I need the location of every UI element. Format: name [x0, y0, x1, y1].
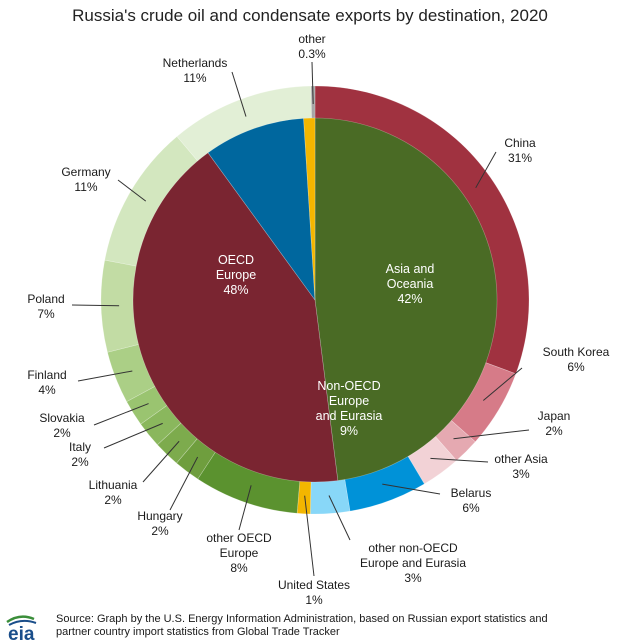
outer-label-belarus-line-2: 6%	[462, 501, 480, 515]
outer-label-south-korea-line-1: South Korea	[543, 345, 610, 359]
outer-label-lithuania-line-2: 2%	[104, 493, 122, 507]
outer-label-china-line-2: 31%	[508, 151, 532, 165]
leader-south-korea	[482, 367, 523, 401]
outer-label-other-asia-line-2: 3%	[512, 467, 530, 481]
leader-poland	[71, 304, 120, 307]
outer-label-south-korea-line-2: 6%	[567, 360, 585, 374]
outer-label-other-line-2: 0.3%	[298, 47, 326, 61]
leader-slovakia	[93, 403, 149, 426]
inner-slice-asia-and-oceania	[132, 152, 339, 483]
outer-label-china-line-1: China	[504, 136, 536, 150]
outer-label-other-oecd-europe-line-3: 8%	[230, 561, 248, 575]
inner-label-asia-and-oceania-line-1: Asia and	[386, 262, 435, 276]
leader-germany	[117, 179, 147, 202]
outer-label-other-non-oecd-europe-and-eurasia-line-2: Europe and Eurasia	[360, 556, 466, 570]
outer-label-united-states-line-1: United States	[278, 578, 350, 592]
inner-slice-non-oecd-europe-and-eurasia	[207, 118, 316, 302]
outer-label-italy-line-1: Italy	[69, 440, 91, 454]
eia-logo: eia	[6, 615, 37, 642]
outer-label-belarus-line-1: Belarus	[451, 486, 492, 500]
leader-lines	[71, 61, 530, 577]
source-note: Source: Graph by the U.S. Energy Informa…	[56, 613, 616, 639]
leader-italy	[103, 422, 163, 449]
outer-label-poland-line-1: Poland	[27, 292, 64, 306]
outer-label-other-non-oecd-europe-and-eurasia-line-3: 3%	[404, 571, 422, 585]
logo-swoosh-green	[6, 615, 35, 624]
leader-belarus	[382, 483, 441, 495]
outer-label-italy-line-2: 2%	[71, 455, 89, 469]
logo-text: eia	[8, 624, 35, 642]
outer-label-slovakia-line-1: Slovakia	[39, 411, 85, 425]
inner-slice-united-states	[303, 117, 316, 301]
inner-label-asia-and-oceania-line-2: Oceania	[387, 277, 434, 291]
outer-label-japan-line-1: Japan	[538, 409, 571, 423]
logo-swoosh-blue	[8, 619, 37, 626]
outer-label-other-oecd-europe-line-2: Europe	[220, 546, 259, 560]
outer-label-lithuania-line-1: Lithuania	[89, 478, 138, 492]
chart-title: Russia's crude oil and condensate export…	[72, 6, 548, 25]
outer-label-hungary-line-1: Hungary	[137, 509, 182, 523]
outer-label-other-line-1: other	[298, 32, 325, 46]
leader-other-non-oecd-europe-and-eurasia	[328, 495, 351, 541]
inner-label-non-oecd-europe-and-eurasia-line-2: Europe	[329, 394, 369, 408]
outer-label-slovakia-line-2: 2%	[53, 426, 71, 440]
outer-label-germany-line-2: 11%	[74, 180, 97, 194]
leader-hungary	[169, 456, 199, 511]
inner-ring	[132, 117, 498, 483]
outer-label-other-asia-line-1: other Asia	[494, 452, 548, 466]
inner-label-non-oecd-europe-and-eurasia-line-3: and Eurasia	[316, 409, 383, 423]
outer-label-germany-line-1: Germany	[61, 165, 110, 179]
leader-other-oecd-europe	[238, 485, 252, 531]
leader-other	[311, 61, 314, 105]
outer-label-netherlands-line-2: 11%	[183, 71, 206, 85]
outer-label-united-states-line-2: 1%	[305, 593, 323, 607]
outer-label-poland-line-2: 7%	[37, 307, 55, 321]
outer-label-finland-line-2: 4%	[38, 383, 56, 397]
outer-label-japan-line-2: 2%	[545, 424, 563, 438]
inner-label-non-oecd-europe-and-eurasia-line-4: 9%	[340, 424, 358, 438]
inner-label-non-oecd-europe-and-eurasia-line-1: Non-OECD	[317, 379, 380, 393]
outer-label-hungary-line-2: 2%	[151, 524, 169, 538]
outer-label-other-non-oecd-europe-and-eurasia-line-1: other non-OECD	[368, 541, 458, 555]
leader-netherlands	[231, 71, 247, 117]
inner-label-oecd-europe-line-2: Europe	[216, 268, 256, 282]
leader-united-states	[304, 495, 315, 577]
inner-label-oecd-europe-line-1: OECD	[218, 253, 254, 267]
outer-label-finland-line-1: Finland	[27, 368, 66, 382]
source-line-1: Source: Graph by the U.S. Energy Informa…	[56, 613, 548, 625]
outer-label-other-oecd-europe-line-1: other OECD	[206, 531, 272, 545]
footer: eia Source: Graph by the U.S. Energy Inf…	[0, 610, 620, 643]
outer-label-netherlands-line-1: Netherlands	[163, 56, 228, 70]
leader-japan	[453, 429, 530, 440]
inner-slice-oecd-europe	[314, 117, 498, 481]
leader-finland	[77, 370, 133, 382]
leader-other-asia	[430, 457, 489, 463]
leader-lithuania	[142, 440, 180, 483]
inner-label-asia-and-oceania-line-3: 42%	[397, 292, 422, 306]
inner-label-oecd-europe-line-3: 48%	[223, 283, 248, 297]
source-line-2: partner country import statistics from G…	[56, 626, 340, 638]
leader-china	[475, 151, 497, 189]
